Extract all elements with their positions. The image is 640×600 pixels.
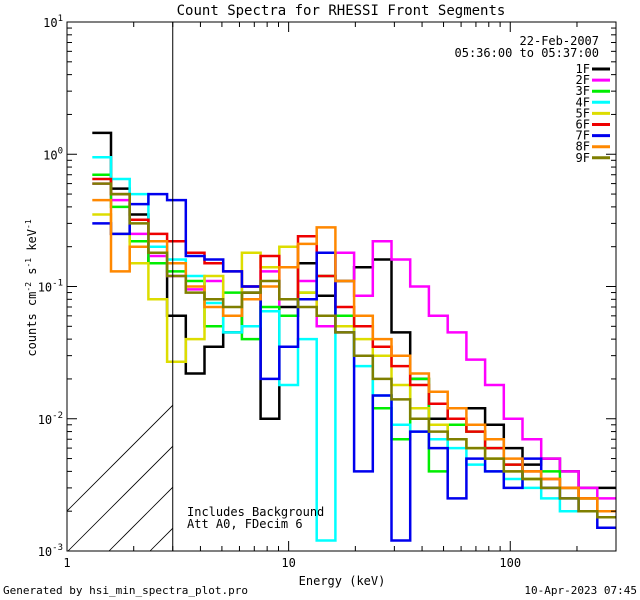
annotation-attenuator: Att A0, FDecim 6 [187,517,303,531]
time-range-label: 05:36:00 to 05:37:00 [455,46,600,60]
legend-label-7F: 7F [576,129,590,143]
y-tick-label: 100 [43,146,63,162]
legend-label-8F: 8F [576,140,590,154]
date-label: 22-Feb-2007 [520,34,599,48]
annotation-background: Includes Background [187,505,324,519]
legend-label-1F: 1F [576,62,590,76]
legend-label-9F: 9F [576,151,590,165]
y-tick-label: 10-1 [38,279,63,295]
legend-label-5F: 5F [576,106,590,120]
x-tick-label: 100 [499,556,521,570]
x-tick-label: 10 [281,556,295,570]
hatch-line [67,445,173,551]
series-8F [92,198,616,513]
legend-label-2F: 2F [576,73,590,87]
series-9F [92,182,616,519]
y-tick-label: 10-2 [38,411,63,427]
hatch-line [67,404,173,512]
legend-label-3F: 3F [576,84,590,98]
y-tick-label: 101 [43,14,63,30]
chart-title: Count Spectra for RHESSI Front Segments [177,3,506,19]
y-axis-label: counts cm-2 s-1 keV-1 [24,219,39,356]
footer-timestamp: 10-Apr-2023 07:45 [524,584,637,597]
footer-generated-by: Generated by hsi_min_spectra_plot.pro [3,584,248,597]
y-tick-label: 10-3 [38,543,63,559]
legend-label-4F: 4F [576,95,590,109]
legend-label-6F: 6F [576,118,590,132]
attenuator-hatched-region [67,404,173,551]
x-tick-label: 1 [63,556,70,570]
x-axis-label: Energy (keV) [299,574,386,588]
